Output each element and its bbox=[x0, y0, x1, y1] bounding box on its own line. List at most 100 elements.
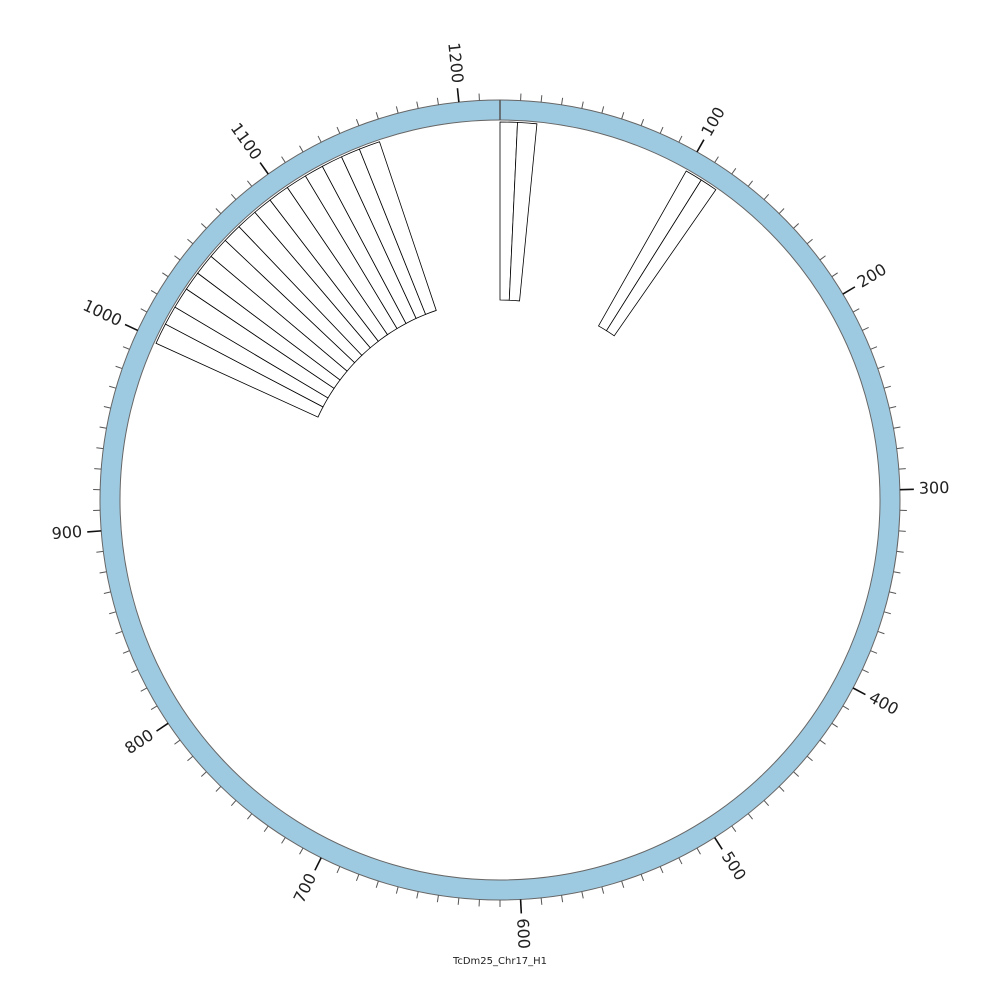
minor-tick bbox=[540, 897, 543, 905]
minor-tick bbox=[299, 145, 304, 153]
minor-tick bbox=[436, 895, 439, 903]
minor-tick bbox=[395, 886, 399, 894]
minor-tick bbox=[601, 886, 605, 894]
major-tick bbox=[156, 722, 169, 732]
minor-tick bbox=[831, 722, 838, 728]
minor-tick bbox=[416, 891, 419, 899]
tick-label: 800 bbox=[121, 725, 157, 758]
minor-tick bbox=[731, 825, 737, 833]
minor-tick bbox=[561, 97, 564, 105]
minor-tick bbox=[870, 346, 878, 350]
minor-tick bbox=[870, 650, 878, 654]
major-tick bbox=[852, 687, 866, 696]
minor-tick bbox=[714, 156, 719, 163]
minor-tick bbox=[601, 106, 605, 114]
minor-tick bbox=[898, 530, 906, 532]
minor-tick bbox=[200, 771, 207, 777]
minor-tick bbox=[747, 180, 753, 187]
minor-tick bbox=[747, 813, 753, 820]
minor-tick bbox=[247, 813, 253, 820]
minor-tick bbox=[103, 406, 111, 409]
minor-tick bbox=[336, 126, 341, 134]
minor-tick bbox=[581, 891, 584, 899]
minor-tick bbox=[355, 874, 360, 882]
minor-tick bbox=[819, 739, 826, 745]
minor-tick bbox=[395, 106, 399, 114]
minor-tick bbox=[581, 101, 584, 109]
segment bbox=[605, 179, 717, 337]
minor-tick bbox=[96, 447, 104, 450]
minor-tick bbox=[889, 591, 897, 594]
minor-tick bbox=[150, 705, 158, 710]
minor-tick bbox=[317, 135, 322, 143]
minor-tick bbox=[696, 847, 701, 855]
minor-tick bbox=[215, 786, 222, 792]
minor-tick bbox=[678, 135, 683, 143]
minor-tick bbox=[140, 687, 148, 692]
minor-tick bbox=[561, 895, 564, 903]
tick-label: 1200 bbox=[444, 42, 467, 84]
minor-tick bbox=[174, 255, 181, 261]
minor-tick bbox=[852, 308, 860, 313]
minor-tick bbox=[109, 611, 117, 615]
minor-tick bbox=[122, 346, 130, 350]
minor-tick bbox=[621, 112, 625, 120]
minor-tick bbox=[842, 705, 850, 710]
minor-tick bbox=[540, 95, 543, 103]
minor-tick bbox=[862, 327, 869, 331]
minor-tick bbox=[140, 308, 148, 313]
minor-tick bbox=[115, 630, 123, 635]
minor-tick bbox=[763, 800, 770, 807]
minor-tick bbox=[99, 426, 107, 429]
minor-tick bbox=[230, 193, 237, 200]
minor-tick bbox=[883, 611, 891, 615]
minor-tick bbox=[793, 771, 800, 777]
minor-tick bbox=[862, 669, 869, 673]
segment bbox=[358, 141, 437, 315]
minor-tick bbox=[230, 800, 237, 807]
minor-tick bbox=[263, 825, 269, 833]
minor-tick bbox=[150, 290, 158, 295]
minor-tick bbox=[122, 650, 130, 654]
segment bbox=[597, 170, 702, 332]
minor-tick bbox=[99, 571, 107, 574]
tick-label: 1100 bbox=[227, 119, 266, 163]
minor-tick bbox=[375, 880, 379, 888]
minor-tick bbox=[457, 897, 460, 905]
major-tick bbox=[696, 139, 705, 153]
minor-tick bbox=[336, 866, 341, 874]
minor-tick bbox=[778, 786, 785, 792]
minor-tick bbox=[94, 468, 102, 470]
minor-tick bbox=[831, 272, 838, 278]
minor-tick bbox=[877, 630, 885, 635]
minor-tick bbox=[96, 550, 104, 553]
minor-tick bbox=[640, 874, 645, 882]
minor-tick bbox=[778, 208, 785, 214]
ideogram-ring bbox=[99, 99, 901, 901]
minor-tick bbox=[793, 223, 800, 229]
tick-label: 600 bbox=[513, 918, 534, 949]
minor-tick bbox=[375, 112, 379, 120]
major-tick bbox=[124, 323, 139, 332]
minor-tick bbox=[893, 426, 901, 429]
tick-label: 400 bbox=[866, 688, 902, 719]
minor-tick bbox=[103, 591, 111, 594]
minor-tick bbox=[678, 857, 683, 865]
minor-tick bbox=[187, 755, 194, 762]
minor-tick bbox=[215, 208, 222, 214]
tick-label: 200 bbox=[854, 260, 890, 292]
minor-tick bbox=[436, 97, 439, 105]
major-tick bbox=[519, 899, 523, 914]
major-tick bbox=[714, 837, 723, 850]
tick-label: 300 bbox=[919, 478, 950, 498]
minor-tick bbox=[659, 126, 664, 134]
major-tick bbox=[87, 530, 102, 533]
minor-tick bbox=[621, 880, 625, 888]
minor-tick bbox=[659, 866, 664, 874]
minor-tick bbox=[819, 255, 826, 261]
minor-tick bbox=[640, 118, 645, 126]
segment bbox=[508, 121, 538, 302]
minor-tick bbox=[731, 167, 737, 175]
minor-tick bbox=[109, 385, 117, 389]
